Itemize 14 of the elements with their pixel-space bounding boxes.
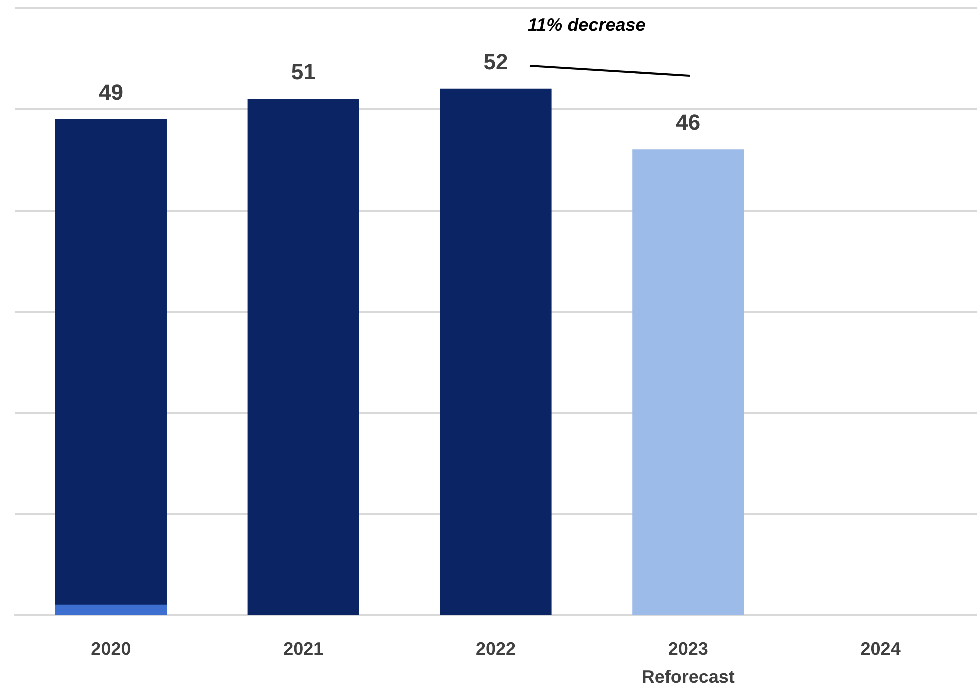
x-tick-label: 2022 <box>476 639 516 659</box>
data-label: 51 <box>291 60 316 85</box>
data-label: 52 <box>484 49 508 74</box>
x-tick-label: 2020 <box>91 639 132 659</box>
bar <box>248 99 360 615</box>
bar <box>440 88 552 615</box>
data-label: 46 <box>676 110 701 136</box>
bar <box>632 150 744 615</box>
x-tick-label: 2021 <box>284 639 324 659</box>
x-tick-label: 2023 Reforecast <box>642 639 735 687</box>
annotation: 11% decrease <box>528 15 646 35</box>
data-label: 49 <box>98 80 124 105</box>
x-tick-label: 2024 <box>860 639 901 659</box>
bar <box>55 604 167 615</box>
